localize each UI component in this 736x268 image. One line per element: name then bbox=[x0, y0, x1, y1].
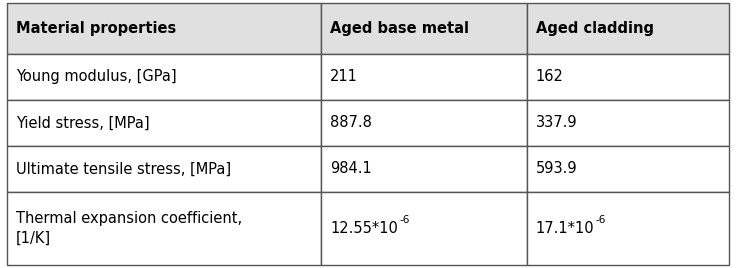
Bar bbox=[527, 3, 729, 54]
Text: Ultimate tensile stress, [MPa]: Ultimate tensile stress, [MPa] bbox=[16, 161, 231, 176]
Text: 984.1: 984.1 bbox=[330, 161, 372, 176]
Bar bbox=[7, 192, 321, 265]
Text: 17.1*10: 17.1*10 bbox=[536, 221, 594, 236]
Text: 593.9: 593.9 bbox=[536, 161, 577, 176]
Bar bbox=[7, 3, 321, 54]
Bar bbox=[7, 146, 321, 192]
Bar bbox=[527, 54, 729, 100]
Bar bbox=[321, 146, 527, 192]
Text: Aged cladding: Aged cladding bbox=[536, 21, 654, 36]
Text: -6: -6 bbox=[400, 215, 410, 225]
Bar bbox=[527, 192, 729, 265]
Text: Thermal expansion coefficient,
[1/K]: Thermal expansion coefficient, [1/K] bbox=[16, 211, 242, 246]
Text: -6: -6 bbox=[595, 215, 606, 225]
Text: Yield stress, [MPa]: Yield stress, [MPa] bbox=[16, 115, 150, 130]
Text: 12.55*10: 12.55*10 bbox=[330, 221, 398, 236]
Text: 887.8: 887.8 bbox=[330, 115, 372, 130]
Bar bbox=[7, 54, 321, 100]
Text: Young modulus, [GPa]: Young modulus, [GPa] bbox=[16, 69, 177, 84]
Text: 211: 211 bbox=[330, 69, 358, 84]
Text: Material properties: Material properties bbox=[16, 21, 177, 36]
Bar bbox=[321, 192, 527, 265]
Bar bbox=[7, 100, 321, 146]
Text: Aged base metal: Aged base metal bbox=[330, 21, 469, 36]
Bar bbox=[321, 100, 527, 146]
Bar bbox=[527, 146, 729, 192]
Bar bbox=[321, 54, 527, 100]
Text: 162: 162 bbox=[536, 69, 563, 84]
Bar bbox=[321, 3, 527, 54]
Bar bbox=[527, 100, 729, 146]
Text: 337.9: 337.9 bbox=[536, 115, 577, 130]
